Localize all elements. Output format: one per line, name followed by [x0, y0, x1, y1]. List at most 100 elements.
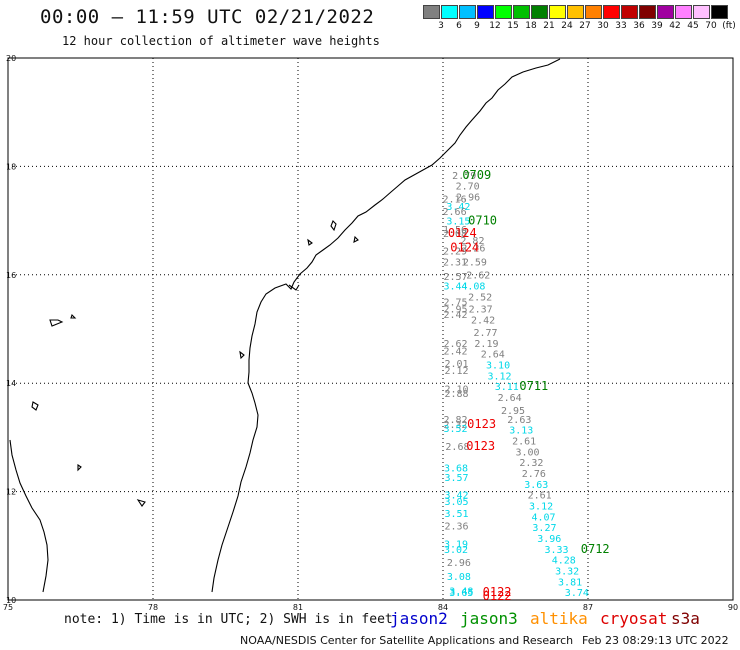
lat-tick-label: 16	[6, 271, 16, 280]
legend-label: 39	[651, 21, 663, 31]
pass-time-label: 0123	[466, 439, 495, 453]
pass-time-label: 0122	[483, 589, 512, 603]
legend-swatch: 33	[603, 5, 627, 31]
pass-time-label: 0124	[450, 240, 479, 254]
legend-label: 3	[438, 21, 444, 31]
wave-height-value: 3.68	[444, 464, 468, 475]
wave-height-value: 2.29	[443, 247, 467, 258]
wave-height-value: 3.51	[444, 509, 468, 520]
wave-height-value: 2.12	[444, 366, 468, 377]
legend-color	[441, 5, 458, 19]
wave-height-value: 2.79	[452, 171, 476, 182]
legend-swatch: 45	[675, 5, 699, 31]
lon-tick-label: 81	[293, 603, 303, 612]
wave-height-value: 3.96	[537, 534, 561, 545]
pass-time-label: 0709	[462, 168, 491, 182]
legend-color	[567, 5, 584, 19]
legend-label: 21	[543, 21, 555, 31]
legend-label: 18	[525, 21, 537, 31]
legend-label: 27	[579, 21, 591, 31]
wave-height-value: 2.76	[522, 469, 546, 480]
legend-swatch: 39	[639, 5, 663, 31]
credit-line: NOAA/NESDIS Center for Satellite Applica…	[240, 634, 574, 647]
wave-height-value: 3.12	[529, 501, 553, 512]
page-subtitle: 12 hour collection of altimeter wave hei…	[62, 34, 380, 48]
pass-time-label: 0712	[581, 542, 610, 556]
legend-color	[693, 5, 710, 19]
wave-height-value: 2.32	[519, 458, 543, 469]
legend-swatch: 42	[657, 5, 681, 31]
wave-height-value: 2.59	[463, 258, 487, 269]
pass-time-label: 0124	[448, 226, 477, 240]
wave-height-value: 2.61	[512, 436, 536, 447]
legend-swatch: 24	[549, 5, 573, 31]
wave-height-value: 2.10	[444, 384, 468, 395]
lon-tick-label: 87	[583, 603, 593, 612]
lon-tick-label: 84	[438, 603, 448, 612]
wave-height-value: 2.52	[468, 292, 492, 303]
lon-tick-label: 78	[148, 603, 158, 612]
legend-label: 33	[615, 21, 627, 31]
footer-note: note: 1) Time is in UTC; 2) SWH is in fe…	[64, 612, 393, 627]
wave-height-value: 2.96	[447, 558, 471, 569]
mission-s3a: s3a	[671, 609, 700, 628]
wave-height-value: 2.19	[474, 339, 498, 350]
map-frame	[7, 57, 734, 601]
legend-units: (ft)	[722, 21, 736, 31]
legend-swatch: 70	[693, 5, 717, 31]
wave-height-value: 2.31	[443, 258, 467, 269]
wave-height-value: 2.42	[471, 316, 495, 327]
wave-height-value: 2.62	[443, 339, 467, 350]
mission-altika: altika	[530, 609, 588, 628]
legend-swatch: 6	[441, 5, 462, 31]
legend-label: 45	[687, 21, 699, 31]
wave-height-value: 3.02	[444, 545, 468, 556]
wave-height-value: 3.42	[444, 491, 468, 502]
page-title: 00:00 – 11:59 UTC 02/21/2022	[40, 6, 375, 28]
legend-color	[675, 5, 692, 19]
wave-height-value: 2.63	[507, 415, 531, 426]
legend-color	[423, 5, 440, 19]
wave-height-value: 2.75	[443, 298, 467, 309]
wave-height-value: 2.42	[443, 346, 467, 357]
legend-swatch: (ft)	[711, 5, 736, 31]
wave-height-value: 2.82	[443, 415, 467, 426]
coastline	[9, 58, 561, 593]
wave-height-value: 2.08	[443, 229, 467, 240]
legend-swatch: 3	[423, 5, 444, 31]
mission-jason2: jason2	[390, 609, 448, 628]
wave-height-value: 3.74	[565, 588, 589, 599]
legend-swatch: 21	[531, 5, 555, 31]
legend-color	[513, 5, 530, 19]
pass-time-label: 0711	[519, 379, 548, 393]
wave-height-value: 3.48	[449, 587, 473, 598]
legend-color	[657, 5, 674, 19]
wave-height-value: 2.36	[444, 522, 468, 533]
wave-height-value: 3.63	[524, 480, 548, 491]
legend-color	[711, 5, 728, 19]
legend-color	[639, 5, 656, 19]
wave-height-value: 3.15	[446, 216, 470, 227]
wave-height-value: 2.61	[528, 491, 552, 502]
legend-swatch: 30	[585, 5, 609, 31]
wave-height-value: 2.26	[461, 243, 485, 254]
wave-height-value: 2.70	[456, 182, 480, 193]
legend-color	[477, 5, 494, 19]
legend-swatch: 12	[477, 5, 501, 31]
wave-height-value: 3.27	[532, 523, 556, 534]
wave-height-value: 2.95	[443, 305, 467, 316]
legend-label: 6	[456, 21, 462, 31]
pass-time-label: 0122	[483, 585, 512, 599]
legend-color	[585, 5, 602, 19]
wave-height-value: 2.37	[469, 305, 493, 316]
lat-tick-label: 14	[6, 379, 16, 388]
wave-height-value: 2.57	[443, 272, 467, 283]
legend-label: 12	[489, 21, 501, 31]
lat-tick-label: 18	[6, 162, 16, 171]
pass-time-label: 0710	[468, 213, 497, 227]
legend-label: 70	[705, 21, 717, 31]
legend-label: 15	[507, 21, 519, 31]
legend-color	[495, 5, 512, 19]
map-grid	[7, 57, 734, 601]
